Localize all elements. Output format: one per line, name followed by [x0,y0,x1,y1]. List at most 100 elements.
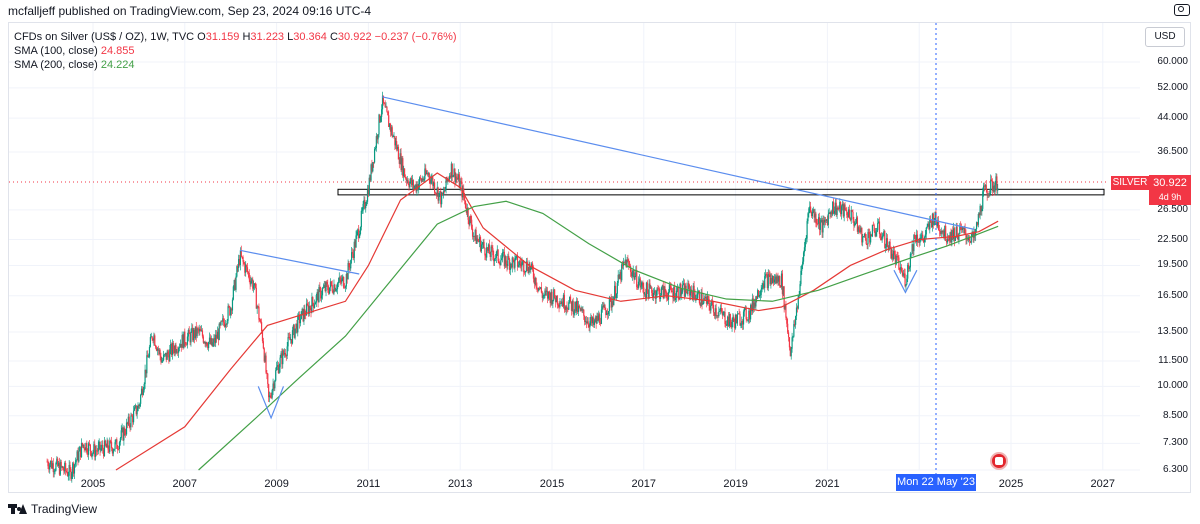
y-tick-label: 6.300 [1162,464,1188,475]
candle-body [611,301,613,308]
candle-body [260,322,263,331]
candle-body [823,220,825,223]
candles [46,91,999,483]
candle-body [120,430,122,439]
candle-body [222,318,224,321]
candle-body [159,349,161,357]
candle-body [306,303,309,306]
candle-body [677,287,679,299]
candle-body [921,234,923,238]
candle-body [84,448,86,451]
candle-body [143,384,145,391]
candle-body [738,313,740,315]
candle-body [587,321,589,326]
candle-body [139,403,141,407]
candle-body [511,257,513,268]
camera-icon[interactable] [1174,4,1190,16]
candle-body [212,342,214,347]
candle-body [289,337,291,341]
candle-body [98,441,100,446]
brand-name[interactable]: TradingView [31,502,98,516]
candle-body [367,189,369,196]
candle-body [877,222,879,231]
candle-body [67,475,69,477]
candle-body [91,453,93,457]
currency-button[interactable]: USD [1145,27,1185,47]
candle-body [65,463,67,471]
candle-body [948,240,950,241]
candle-body [873,225,875,232]
x-tick-label: 2005 [80,478,106,490]
candle-body [978,213,980,216]
candle-body [136,411,138,415]
candle-body [107,440,109,450]
candle-body [972,231,974,238]
candle-body [531,263,533,267]
candle-body [889,241,891,247]
candle-body [381,95,384,110]
candle-body [564,309,566,310]
candle-body [616,282,618,294]
candle-body [360,210,362,228]
candle-body [532,269,535,279]
candle-body [345,273,347,287]
candle-body [190,331,192,343]
candle-body [794,323,796,325]
candle-body [249,279,251,285]
candle-body [340,279,342,283]
candle-body [682,283,685,285]
y-tick-label: 11.500 [1158,355,1188,367]
candle-body [441,192,443,205]
candle-body [740,324,742,326]
candle-body [147,355,149,358]
candle-body [661,285,663,288]
candle-body [280,353,282,358]
sma200-value: 24.224 [100,59,135,71]
candle-body [165,353,167,360]
candle-body [194,326,196,339]
candle-body [691,293,693,300]
candle-body [648,283,650,299]
candle-body [192,327,194,341]
candle-body [918,241,920,243]
candle-body [624,259,626,263]
candle-body [314,302,317,305]
symbol-name[interactable]: CFDs on Silver (US$ / OZ), 1W, TVC [14,31,195,43]
candle-body [411,180,414,186]
candle-body [479,237,481,243]
us-flag-icon[interactable] [990,452,1008,470]
candle-body [334,284,336,292]
candle-body [291,338,293,344]
tradingview-logo-icon[interactable] [8,502,28,516]
candle-body [612,301,614,306]
candle-body [579,307,581,311]
candle-body [109,440,111,452]
candle-body [464,200,467,208]
candle-body [722,312,724,316]
candle-body [721,311,723,316]
candle-body [46,461,48,463]
candle-body [311,297,313,313]
candle-body [203,341,205,343]
candle-body [986,190,988,196]
candle-body [516,256,519,267]
candle-body [836,208,838,216]
candle-body [86,443,88,453]
candle-body [170,343,173,355]
candle-body [712,300,714,305]
candle-body [184,331,186,344]
candle-body [621,264,623,281]
candle-body [128,416,130,426]
x-tick-label: 2009 [264,478,289,490]
candle-body [467,208,469,220]
candle-body [992,185,994,191]
candle-body [342,276,344,279]
candle-body [328,290,330,294]
candle-body [261,330,264,342]
candle-body [422,178,424,181]
candle-body [872,224,874,226]
candle-body [605,309,607,316]
candle-body [548,291,550,296]
candle-body [847,215,849,218]
